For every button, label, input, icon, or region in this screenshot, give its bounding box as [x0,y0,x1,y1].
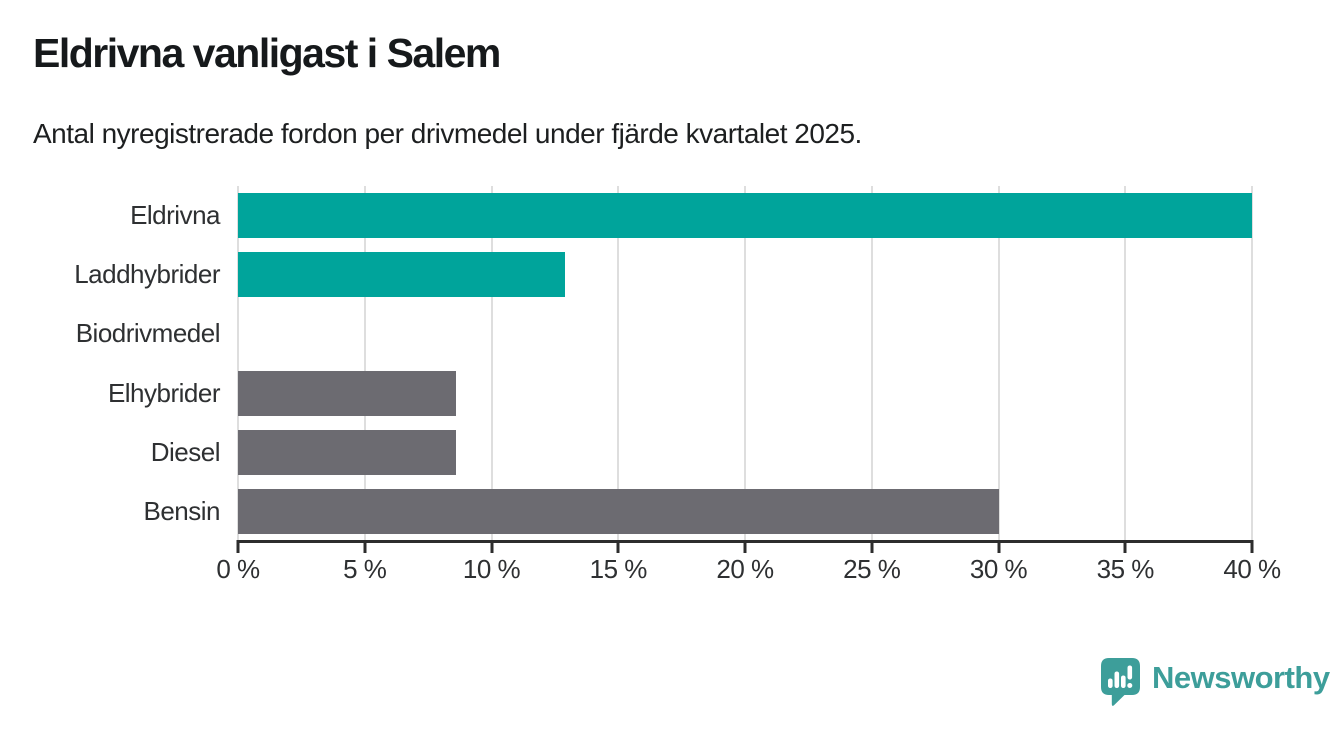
chart-title: Eldrivna vanligast i Salem [33,30,501,76]
x-axis-tick [870,540,874,553]
category-label-bensin: Bensin [143,495,221,526]
x-axis-tick-label: 35 % [1096,554,1155,584]
x-axis-tick [743,540,747,553]
bar-eldrivna [238,193,1252,239]
plot-area: 0 % 5 % 10 % 15 % 20 % 25 % 30 % 35 % 40 % [216,186,1281,584]
logo-bar-glyphs [1108,665,1133,688]
x-axis-tick-label: 40 % [1223,554,1281,584]
bar-diesel [238,429,456,475]
bar-elhybrider [238,370,456,416]
gridline [997,186,1000,541]
newsworthy-logo: Newsworthy [1100,655,1330,709]
x-axis-tick [997,540,1000,553]
gridline [490,186,493,541]
category-label-biodrivmedel: Biodrivmedel [75,318,221,349]
gridline [1124,186,1127,541]
chart-subtitle: Antal nyregistrerade fordon per drivmede… [33,118,862,149]
gridline [617,186,620,541]
newsworthy-logo-text: Newsworthy [1152,660,1330,695]
category-labels: Eldrivna Laddhybrider Biodrivmedel Elhybrid… [0,186,220,541]
newsworthy-logo-icon [1101,658,1140,706]
category-label-diesel: Diesel [150,436,221,467]
gridline [363,186,366,541]
x-axis-tick [363,540,367,553]
x-axis-tick-label: 20 % [716,554,774,584]
x-axis-tick-label: 5 % [343,554,387,584]
x-axis-tick [236,540,240,553]
bar-chart: Eldrivna Laddhybrider Biodrivmedel Elhybrid… [0,186,1340,596]
x-axis-tick [616,540,620,553]
category-label-laddhybrider: Laddhybrider [74,259,220,290]
category-label-elhybrider: Elhybrider [107,377,221,408]
x-axis-tick [1250,540,1254,553]
bar-bensin [238,488,999,534]
x-axis-tick-label: 0 % [216,554,260,584]
gridline [870,186,873,541]
gridline [237,186,239,541]
x-axis-tick-label: 10 % [462,554,521,584]
x-axis-tick-label: 25 % [843,554,901,584]
x-axis-tick-label: 15 % [589,554,648,584]
gridline [1251,186,1253,541]
x-axis-tick [1123,540,1127,553]
x-axis-tick [490,540,493,553]
x-axis-tick-label: 30 % [969,554,1028,584]
gridline [744,186,746,541]
bar-laddhybrider [238,252,565,298]
category-label-eldrivna: Eldrivna [130,200,220,231]
